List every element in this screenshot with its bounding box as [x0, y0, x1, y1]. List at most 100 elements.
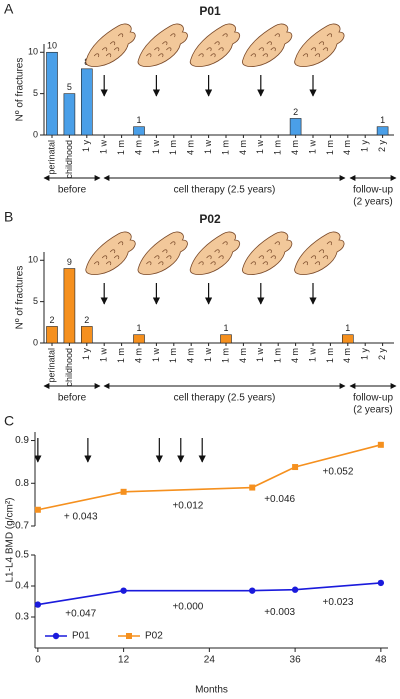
- x-tick-label: 1 m: [220, 140, 230, 155]
- change-label: + 0.043: [64, 511, 98, 522]
- bar: [46, 51, 58, 136]
- x-tick-label: 2 y: [377, 140, 387, 153]
- x-tick-label: 1 w: [151, 140, 161, 155]
- change-label: +0.003: [264, 607, 295, 618]
- bar: [289, 118, 302, 136]
- period-label: (2 years): [353, 405, 392, 416]
- change-label: +0.000: [172, 601, 203, 612]
- x-tick-label: 1 y: [81, 348, 91, 361]
- point: [120, 488, 127, 495]
- data-label: 9: [67, 257, 72, 267]
- point: [291, 586, 299, 593]
- x-tick-label: 4 m: [133, 140, 143, 155]
- x-tick-label: 4 m: [238, 348, 248, 363]
- bar: [341, 334, 354, 344]
- period-label: before: [58, 393, 87, 404]
- y-tick-label: 5: [33, 296, 38, 306]
- y-tick-label: 0.9: [15, 435, 29, 446]
- y-tick-label: 5: [33, 88, 38, 98]
- data-label: 1: [136, 115, 141, 125]
- x-tick-label: 1 y: [360, 348, 370, 361]
- y-tick-label: 0.5: [15, 550, 29, 561]
- x-tick-label: 2 y: [377, 348, 387, 361]
- change-label: +0.047: [65, 608, 96, 619]
- point: [120, 587, 127, 594]
- y-tick-label: 0: [33, 129, 38, 139]
- x-tick-label: 48: [375, 655, 387, 666]
- change-label: +0.046: [264, 494, 295, 505]
- x-tick-label: 1 m: [168, 348, 178, 363]
- x-tick-label: 1 m: [325, 140, 335, 155]
- change-label: +0.052: [323, 467, 354, 478]
- y-tick-label: 10: [28, 255, 38, 265]
- period-label: follow-up: [353, 185, 393, 196]
- bar: [376, 126, 389, 136]
- bar: [133, 334, 145, 344]
- cell-icon: [85, 23, 136, 68]
- x-tick-label: 1 y: [360, 140, 370, 153]
- panel-letter: B: [4, 209, 13, 225]
- data-label: 1: [136, 323, 141, 333]
- y-tick-label: 0.4: [15, 581, 29, 592]
- panel-letter: C: [4, 413, 14, 429]
- bar: [220, 334, 232, 344]
- x-tick-label: 4 m: [342, 348, 352, 363]
- x-tick-label: 1 w: [99, 140, 109, 155]
- x-tick-label: 1 m: [273, 348, 283, 363]
- x-tick-label: 4 m: [290, 140, 300, 155]
- bar: [46, 326, 58, 344]
- cell-icon: [189, 231, 241, 276]
- point: [249, 484, 256, 491]
- legend-label: P02: [145, 631, 163, 642]
- x-tick-label: 0: [35, 655, 41, 666]
- data-label: 2: [84, 315, 89, 325]
- data-label: 2: [293, 107, 298, 117]
- x-tick-label: 4 m: [186, 140, 196, 155]
- point: [377, 441, 384, 448]
- x-tick-label: 1 w: [255, 348, 265, 363]
- x-tick-label: 1 m: [220, 348, 230, 363]
- data-label: 1: [345, 323, 350, 333]
- legend-marker: [126, 633, 132, 639]
- x-tick-label: 1 w: [307, 140, 317, 155]
- point: [34, 601, 42, 608]
- chart-title: P01: [199, 4, 221, 18]
- data-label: 2: [49, 315, 54, 325]
- x-tick-label: 4 m: [290, 348, 300, 363]
- chart-title: P02: [199, 212, 221, 226]
- point: [249, 587, 256, 594]
- bar: [63, 268, 76, 344]
- legend-marker: [52, 632, 60, 640]
- change-label: +0.023: [323, 597, 354, 608]
- x-tick-label: 12: [118, 655, 130, 666]
- data-label: 1: [380, 115, 385, 125]
- bar: [81, 68, 93, 136]
- data-label: 5: [67, 82, 72, 92]
- panel-letter: A: [4, 1, 14, 17]
- data-label: 1: [223, 323, 228, 333]
- bar: [81, 326, 93, 344]
- cell-icon: [85, 231, 136, 276]
- x-axis-label: Months: [195, 685, 228, 696]
- x-tick-label: 1 m: [168, 140, 178, 155]
- data-label: 10: [47, 41, 57, 51]
- period-label: before: [58, 185, 87, 196]
- change-label: +0.012: [172, 500, 203, 511]
- period-label: follow-up: [353, 393, 393, 404]
- x-tick-label: 1 w: [203, 348, 213, 363]
- cell-icon: [137, 23, 188, 68]
- x-tick-label: 1 w: [203, 140, 213, 155]
- bar: [133, 126, 145, 136]
- x-tick-label: 24: [204, 655, 216, 666]
- y-axis-label: Nº of fractures: [15, 266, 26, 330]
- x-tick-label: 1 m: [116, 348, 126, 363]
- x-tick-label: 1 m: [325, 348, 335, 363]
- x-tick-label: 1 m: [273, 140, 283, 155]
- x-tick-label: 4 m: [186, 348, 196, 363]
- x-tick-label: 1 w: [151, 348, 161, 363]
- x-tick-label: 1 y: [81, 140, 91, 153]
- cell-icon: [242, 23, 293, 68]
- y-tick-label: 0: [33, 337, 38, 347]
- x-tick-label: 1 w: [255, 140, 265, 155]
